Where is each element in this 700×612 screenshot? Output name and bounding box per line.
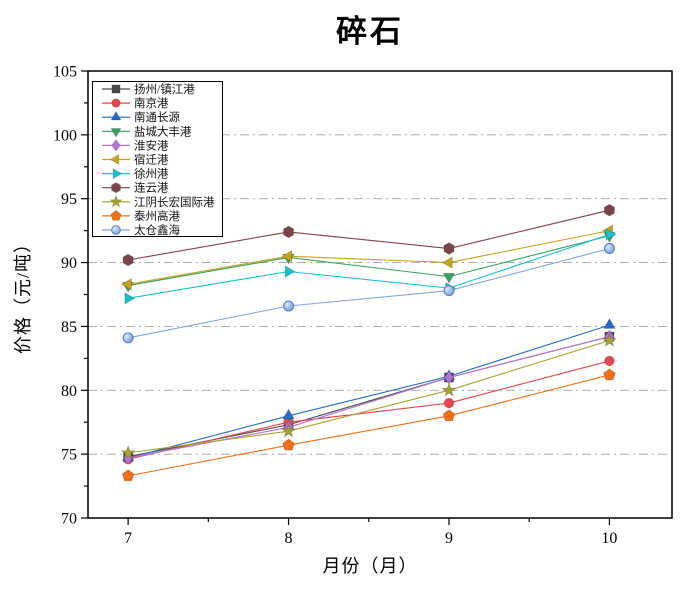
legend: 扬州/镇江港南京港南通长源盐城大丰港淮安港宿迁港徐州港连云港江阴长宏国际港泰州高… bbox=[92, 81, 223, 237]
series-line bbox=[128, 233, 610, 299]
series-line bbox=[127, 360, 610, 460]
marker-star bbox=[120, 444, 136, 460]
y-tick-label: 75 bbox=[61, 447, 77, 464]
series-line bbox=[127, 324, 610, 459]
marker-triangle-down bbox=[442, 273, 456, 284]
marker-triangle-right bbox=[605, 228, 617, 241]
marker-circle bbox=[604, 355, 615, 367]
legend-label: 淮安港 bbox=[134, 138, 169, 152]
marker-circle bbox=[443, 397, 455, 409]
x-axis-label: 月份（月） bbox=[322, 556, 418, 576]
marker-sphere bbox=[443, 285, 455, 297]
legend-label: 连云港 bbox=[134, 181, 169, 195]
x-tick-label: 10 bbox=[601, 530, 617, 547]
legend-label: 宿迁港 bbox=[134, 153, 169, 167]
marker-pentagon bbox=[603, 368, 616, 381]
marker-triangle-right bbox=[112, 168, 123, 180]
marker-hexagon bbox=[111, 182, 121, 194]
marker-pentagon bbox=[121, 469, 135, 482]
legend-label: 太仓鑫海 bbox=[134, 223, 180, 237]
marker-star bbox=[441, 382, 457, 397]
marker-pentagon bbox=[110, 210, 122, 221]
marker-circle bbox=[111, 98, 121, 108]
legend-item: 扬州/镇江港 bbox=[102, 82, 195, 96]
series-1 bbox=[122, 355, 615, 465]
legend-label: 江阴长宏国际港 bbox=[134, 195, 215, 209]
marker-sphere bbox=[283, 300, 295, 312]
series-line bbox=[128, 230, 610, 285]
marker-star bbox=[601, 332, 618, 348]
legend-item: 宿迁港 bbox=[102, 153, 169, 167]
legend-label: 徐州港 bbox=[134, 167, 169, 181]
series-5 bbox=[120, 224, 614, 291]
y-tick-label: 70 bbox=[61, 511, 77, 528]
marker-sphere bbox=[603, 243, 615, 255]
y-tick-label: 100 bbox=[53, 127, 77, 144]
y-axis-label: 价格（元/吨） bbox=[13, 233, 33, 355]
legend-label: 扬州/镇江港 bbox=[134, 82, 195, 96]
legend-item: 南通长源 bbox=[102, 110, 180, 124]
marker-triangle-right bbox=[284, 265, 296, 278]
marker-triangle-left bbox=[441, 256, 453, 269]
legend-item: 淮安港 bbox=[102, 138, 169, 152]
marker-pentagon bbox=[282, 438, 295, 451]
marker-triangle-up bbox=[282, 408, 295, 420]
marker-hexagon bbox=[443, 242, 455, 255]
marker-diamond bbox=[111, 139, 121, 152]
series-line bbox=[128, 336, 610, 459]
y-tick-label: 85 bbox=[61, 319, 77, 336]
legend-item: 泰州高港 bbox=[102, 209, 180, 223]
marker-hexagon bbox=[122, 253, 134, 267]
marker-triangle-right bbox=[124, 292, 136, 305]
legend-label: 南京港 bbox=[134, 96, 169, 110]
legend-item: 太仓鑫海 bbox=[102, 223, 180, 237]
legend-label: 盐城大丰港 bbox=[134, 124, 192, 138]
series-7 bbox=[122, 203, 615, 267]
series-9 bbox=[121, 368, 616, 482]
legend-item: 盐城大丰港 bbox=[102, 124, 192, 138]
series-0 bbox=[123, 331, 615, 462]
legend-item: 徐州港 bbox=[102, 167, 169, 181]
marker-star bbox=[280, 423, 297, 438]
y-tick-label: 95 bbox=[61, 191, 77, 208]
marker-hexagon bbox=[604, 203, 615, 217]
legend-item: 连云港 bbox=[102, 181, 169, 195]
marker-triangle-up bbox=[603, 317, 616, 329]
y-tick-label: 80 bbox=[61, 383, 77, 400]
marker-triangle-down bbox=[110, 128, 122, 138]
y-tick-label: 105 bbox=[53, 64, 77, 81]
x-tick-label: 7 bbox=[124, 530, 132, 547]
series-line bbox=[128, 339, 610, 454]
marker-star bbox=[109, 194, 123, 208]
legend-item: 南京港 bbox=[102, 96, 169, 110]
legend-label: 泰州高港 bbox=[134, 209, 180, 223]
series-4 bbox=[122, 329, 615, 466]
marker-square bbox=[111, 84, 121, 94]
marker-hexagon bbox=[283, 225, 294, 239]
legend-label: 南通长源 bbox=[134, 110, 180, 124]
legend-item: 江阴长宏国际港 bbox=[102, 194, 215, 209]
series-line bbox=[128, 235, 610, 287]
series-8 bbox=[120, 332, 618, 460]
marker-triangle-left bbox=[109, 154, 120, 165]
series-10 bbox=[122, 243, 615, 344]
marker-triangle-left bbox=[281, 249, 293, 263]
y-tick-label: 90 bbox=[61, 255, 77, 272]
x-tick-label: 9 bbox=[445, 530, 453, 547]
series-line bbox=[128, 209, 610, 261]
marker-triangle-up bbox=[110, 110, 122, 121]
axis-ticks bbox=[81, 70, 611, 525]
x-tick-label: 8 bbox=[285, 530, 293, 547]
series-line bbox=[128, 247, 610, 339]
series-line bbox=[128, 374, 610, 477]
marker-pentagon bbox=[442, 409, 456, 422]
tick-labels: 70 75 80 85 90 95 100 105 7 8 9 10 bbox=[53, 64, 617, 548]
chart-title: 碎石 bbox=[336, 14, 404, 49]
marker-sphere bbox=[122, 332, 134, 344]
marker-sphere bbox=[111, 225, 121, 235]
marker-triangle-left bbox=[120, 278, 132, 291]
